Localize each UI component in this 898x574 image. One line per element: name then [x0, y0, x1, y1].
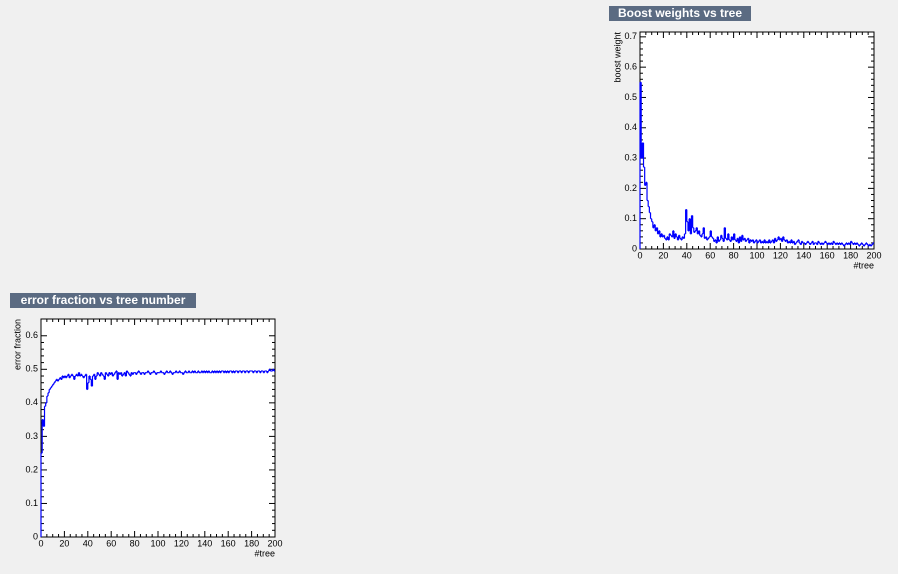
- x-tick-label: 200: [866, 250, 881, 260]
- x-tick-label: 60: [705, 250, 715, 260]
- x-tick-label: 160: [221, 538, 236, 548]
- x-tick-label: 180: [244, 538, 259, 548]
- y-tick-label: 0.4: [25, 397, 38, 407]
- y-tick-label: 0.6: [25, 330, 38, 340]
- y-tick-label: 0.2: [624, 183, 637, 193]
- chart-title: error fraction vs tree number: [21, 293, 186, 307]
- y-tick-label: 0.3: [624, 152, 637, 162]
- y-tick-label: 0.1: [624, 213, 637, 223]
- x-tick-label: 0: [38, 538, 43, 548]
- y-axis-label: error fraction: [12, 319, 22, 370]
- x-tick-label: 80: [729, 250, 739, 260]
- x-tick-label: 160: [820, 250, 835, 260]
- x-tick-label: 40: [682, 250, 692, 260]
- x-tick-label: 40: [83, 538, 93, 548]
- x-tick-label: 20: [658, 250, 668, 260]
- x-tick-label: 140: [197, 538, 212, 548]
- plot-frame: [40, 318, 276, 538]
- chart-title: Boost weights vs tree: [618, 6, 742, 20]
- x-tick-label: 80: [130, 538, 140, 548]
- chart: error fraction vs tree number 0 20 40 60 80 10…: [10, 293, 283, 558]
- x-tick-label: 60: [106, 538, 116, 548]
- y-tick-label: 0.7: [624, 31, 637, 41]
- x-tick-label: 200: [267, 538, 282, 548]
- x-tick-label: 120: [773, 250, 788, 260]
- plot-frame: [639, 31, 875, 250]
- y-tick-label: 0.3: [25, 431, 38, 441]
- x-axis-label: #tree: [853, 260, 874, 270]
- title-box: [609, 6, 751, 21]
- x-tick-label: 0: [637, 250, 642, 260]
- y-tick-label: 0.6: [624, 62, 637, 72]
- x-tick-label: 120: [174, 538, 189, 548]
- chart: Boost weights vs tree 0 20 40 60 80 100 120 140 1…: [609, 6, 882, 270]
- y-tick-label: 0.5: [25, 364, 38, 374]
- x-tick-label: 100: [150, 538, 165, 548]
- y-tick-label: 0: [33, 531, 38, 541]
- y-tick-label: 0.1: [25, 498, 38, 508]
- title-box: [10, 293, 196, 308]
- y-tick-label: 0.4: [624, 122, 637, 132]
- x-axis-label: #tree: [254, 548, 275, 558]
- bin-connector: [639, 82, 874, 249]
- x-tick-label: 140: [796, 250, 811, 260]
- y-tick-label: 0.5: [624, 92, 637, 102]
- y-tick-label: 0: [632, 243, 637, 253]
- x-tick-label: 20: [59, 538, 69, 548]
- x-tick-label: 100: [749, 250, 764, 260]
- y-axis-label: boost weight: [612, 32, 622, 83]
- x-tick-label: 180: [843, 250, 858, 260]
- y-tick-label: 0.2: [25, 464, 38, 474]
